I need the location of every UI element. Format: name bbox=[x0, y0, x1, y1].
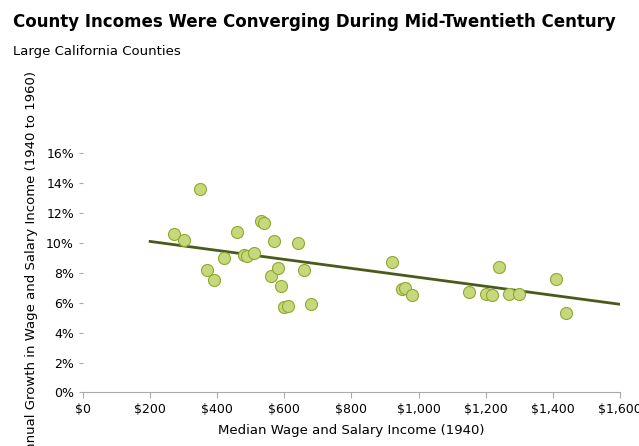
Point bbox=[272, 265, 282, 272]
Point bbox=[514, 290, 524, 297]
Point bbox=[561, 310, 571, 317]
Point bbox=[487, 292, 497, 299]
Point bbox=[400, 284, 410, 291]
Point bbox=[276, 283, 286, 290]
Point bbox=[387, 259, 397, 266]
Point bbox=[306, 301, 316, 308]
Point bbox=[551, 275, 561, 282]
Point bbox=[464, 289, 474, 296]
Text: County Incomes Were Converging During Mid-Twentieth Century: County Incomes Were Converging During Mi… bbox=[13, 13, 615, 31]
Point bbox=[494, 263, 504, 270]
Point bbox=[293, 240, 303, 247]
Point bbox=[406, 292, 417, 299]
Point bbox=[282, 302, 293, 310]
Point bbox=[266, 272, 276, 279]
Point bbox=[256, 217, 266, 224]
Point bbox=[242, 253, 252, 260]
Point bbox=[504, 290, 514, 297]
Point bbox=[239, 252, 249, 259]
Point bbox=[249, 250, 259, 257]
Point bbox=[219, 254, 229, 261]
Point bbox=[397, 286, 407, 293]
Point bbox=[169, 231, 179, 238]
Y-axis label: Annual Growth in Wage and Salary Income (1940 to 1960): Annual Growth in Wage and Salary Income … bbox=[25, 71, 38, 446]
Point bbox=[209, 277, 219, 284]
Text: Large California Counties: Large California Counties bbox=[13, 45, 181, 58]
Point bbox=[202, 266, 212, 273]
Point bbox=[269, 238, 279, 245]
Point bbox=[299, 266, 309, 273]
Point bbox=[481, 290, 491, 297]
Point bbox=[178, 236, 189, 244]
Point bbox=[259, 220, 270, 227]
X-axis label: Median Wage and Salary Income (1940): Median Wage and Salary Income (1940) bbox=[218, 424, 485, 437]
Point bbox=[279, 304, 289, 311]
Point bbox=[196, 186, 206, 193]
Point bbox=[232, 229, 242, 236]
